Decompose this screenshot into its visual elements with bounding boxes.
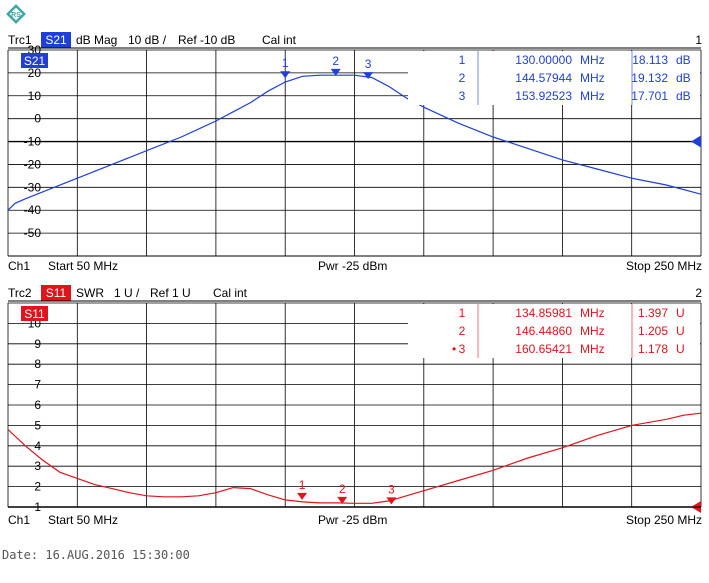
marker-table-freq-unit: MHz: [580, 306, 605, 320]
marker-table-value-unit: dB: [676, 71, 691, 85]
trace-line: [7, 412, 702, 504]
y-tick-label: 9: [34, 337, 41, 351]
marker-number: 2: [339, 482, 346, 496]
y-tick-label: 6: [34, 398, 41, 412]
marker-table-bg: [408, 304, 700, 358]
marker-triangle: [363, 72, 374, 80]
marker-table-freq-unit: MHz: [580, 53, 605, 67]
rohde-schwarz-logo-icon: RS: [6, 4, 26, 24]
stop-label: Stop 250 MHz: [626, 259, 702, 273]
param-label: S11: [46, 286, 67, 300]
y-tick-label: -50: [24, 226, 42, 240]
marker-table-freq-unit: MHz: [580, 89, 605, 103]
marker-table-value-unit: U: [676, 342, 685, 356]
ref-label: Ref 1 U: [150, 286, 191, 300]
stop-label: Stop 250 MHz: [626, 513, 702, 527]
marker-table-freq: 146.44860: [515, 324, 572, 338]
marker-table-value: 19.132: [631, 71, 668, 85]
trace-badge: [21, 306, 48, 321]
marker-triangle: [337, 496, 348, 504]
marker-number: 3: [388, 482, 395, 496]
marker-table-number: 1: [459, 306, 466, 320]
format-label: SWR: [76, 286, 104, 300]
chart-panel-trc2: Trc2 S11 SWR 1 U / Ref 1 U Cal int 21098765432…: [7, 285, 702, 527]
marker-number: 1: [299, 478, 306, 492]
date-line: Date: 16.AUG.2016 15:30:00: [2, 548, 190, 562]
channel-number: 1: [695, 33, 702, 47]
marker-table-freq: 160.65421: [515, 342, 572, 356]
marker-table-freq: 153.92523: [515, 89, 572, 103]
marker-table-freq-unit: MHz: [580, 324, 605, 338]
param-badge: [41, 32, 71, 48]
y-tick-label: 3: [34, 459, 41, 473]
marker-number: 1: [282, 56, 289, 70]
y-tick-label: 8: [34, 357, 41, 371]
marker-table-freq: 130.00000: [515, 53, 572, 67]
param-label: S21: [45, 33, 67, 47]
marker-table-value-unit: U: [676, 306, 685, 320]
y-tick-label: -20: [24, 157, 42, 171]
svg-text:RS: RS: [11, 12, 21, 19]
marker-table-value: 1.397: [638, 306, 668, 320]
y-tick-label: -30: [24, 180, 42, 194]
marker-table-number: 1: [459, 53, 466, 67]
trace-label: Trc1: [8, 33, 32, 47]
ref-label: Ref -10 dB: [178, 33, 235, 47]
channel-label: Ch1: [8, 513, 30, 527]
marker-table-number: 2: [459, 324, 466, 338]
marker-triangle: [330, 68, 341, 76]
marker-triangle: [386, 497, 397, 505]
power-label: Pwr -25 dBm: [318, 259, 387, 273]
marker-table-value-unit: dB: [676, 53, 691, 67]
trace-line: [7, 74, 702, 211]
scale-label: 1 U /: [114, 286, 140, 300]
marker-table-freq-unit: MHz: [580, 342, 605, 356]
trace-label: Trc2: [8, 286, 32, 300]
channel-number: 2: [695, 286, 702, 300]
y-tick-label: 2: [34, 480, 41, 494]
marker-table-freq: 144.57944: [515, 71, 572, 85]
trace-badge-label: S21: [24, 54, 46, 68]
marker-table-value: 17.701: [631, 89, 668, 103]
cal-label: Cal int: [262, 33, 297, 47]
marker-number: 2: [332, 54, 339, 68]
y-tick-label: 10: [28, 89, 42, 103]
trace-badge: [21, 53, 48, 68]
start-label: Start 50 MHz: [48, 513, 118, 527]
y-tick-label: 0: [34, 112, 41, 126]
cal-label: Cal int: [213, 286, 248, 300]
marker-table-freq-unit: MHz: [580, 71, 605, 85]
y-tick-label: 7: [34, 378, 41, 392]
marker-table-value: 1.178: [638, 342, 668, 356]
trace-badge-label: S11: [24, 307, 45, 321]
start-label: Start 50 MHz: [48, 259, 118, 273]
chart-panel-trc1: Trc1 S21 dB Mag 10 dB / Ref -10 dB Cal int 130…: [7, 32, 702, 273]
marker-triangle: [297, 492, 308, 500]
y-tick-label: -10: [24, 135, 42, 149]
y-tick-label: 5: [34, 418, 41, 432]
y-tick-label: 20: [28, 66, 42, 80]
marker-table-value: 18.113: [632, 53, 668, 67]
marker-table-number: 2: [459, 71, 466, 85]
marker-triangle: [280, 71, 291, 79]
marker-table-bg: [408, 51, 700, 105]
marker-table-value: 1.205: [638, 324, 668, 338]
format-label: dB Mag: [76, 33, 117, 47]
marker-table-value-unit: dB: [676, 89, 691, 103]
marker-number: 3: [365, 57, 372, 71]
marker-table-freq: 134.85981: [515, 306, 572, 320]
y-tick-label: -40: [24, 203, 42, 217]
marker-table-number: 3: [459, 89, 466, 103]
ref-level-arrow-icon: [691, 135, 701, 148]
marker-table-number: 3: [459, 342, 466, 356]
power-label: Pwr -25 dBm: [318, 513, 387, 527]
y-tick-label: 4: [34, 439, 41, 453]
scale-label: 10 dB /: [128, 33, 167, 47]
marker-table-value-unit: U: [676, 324, 685, 338]
active-marker-dot: •: [452, 342, 456, 356]
channel-label: Ch1: [8, 259, 30, 273]
param-badge: [41, 285, 71, 301]
